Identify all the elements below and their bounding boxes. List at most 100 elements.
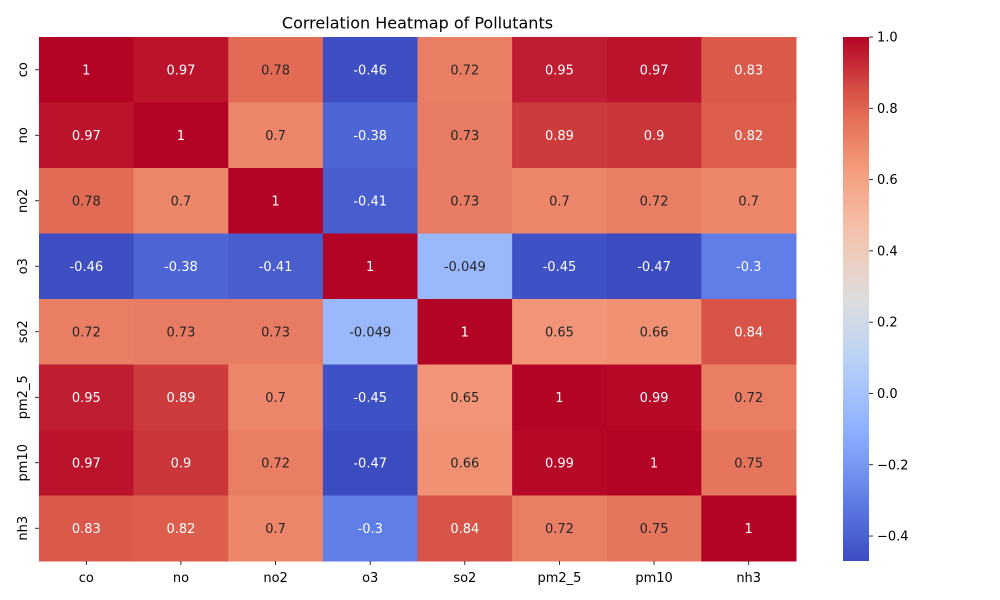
heatmap-cell-no-o3 [322,102,418,169]
heatmap-cell-so2-pm10 [606,299,702,365]
heatmap-cell-so2-co [39,299,135,365]
cell-value-label: 0.65 [450,391,479,406]
heatmap-cell-pm2_5-nh3 [701,364,797,431]
cell-value-label: -0.46 [69,260,103,275]
cell-value-label: 0.78 [261,63,290,78]
cell-value-label: 0.72 [450,63,479,78]
colorbar-tick-label: 1.0 [877,31,898,46]
cell-value-label: 0.84 [450,522,479,537]
y-tick-label: no [16,127,31,143]
cell-value-label: 1 [177,129,185,144]
heatmap-cell-pm2_5-o3 [322,364,418,431]
heatmap-cell-so2-o3 [322,299,418,365]
cell-value-label: -0.049 [349,325,391,340]
cell-value-label: 0.89 [545,129,574,144]
colorbar-tick-label: 0.6 [877,173,898,188]
cell-value-label: 0.82 [166,522,195,537]
cell-value-label: -0.45 [543,260,577,275]
heatmap-cell-so2-no2 [228,299,324,365]
heatmap-cell-no2-o3 [322,168,418,234]
x-tick-label: no2 [263,571,287,586]
cell-value-label: 0.84 [734,325,763,340]
cell-value-label: 0.82 [734,129,763,144]
cell-value-label: -0.049 [444,260,486,275]
y-tick-label: pm10 [16,444,31,481]
cell-value-label: 0.7 [738,194,759,209]
heatmap-cell-no-no [133,102,229,169]
x-tick-label: pm10 [635,571,672,586]
heatmap-cell-so2-nh3 [701,299,797,365]
heatmap-cell-o3-so2 [417,233,513,300]
cell-value-label: 0.7 [265,522,286,537]
y-tick-label: no2 [16,189,31,213]
cell-value-label: 0.97 [72,129,101,144]
heatmap-cell-co-o3 [322,37,418,103]
cell-value-label: 1 [82,63,90,78]
heatmap-cell-co-no2 [228,37,324,103]
cell-value-label: 0.95 [72,391,101,406]
cell-value-label: 0.99 [640,391,669,406]
cell-value-label: 0.95 [545,63,574,78]
heatmap-cell-co-co [39,37,135,103]
cell-value-label: -0.47 [353,456,387,471]
heatmap-cell-pm10-so2 [417,430,513,496]
cell-value-label: 0.72 [261,456,290,471]
cell-value-label: 0.72 [640,194,669,209]
heatmap-cell-no2-co [39,168,135,234]
heatmap-cell-pm2_5-no [133,364,229,431]
heatmap-cell-nh3-no2 [228,495,324,562]
heatmap-cell-no2-pm2_5 [512,168,608,234]
cell-value-label: 0.99 [545,456,574,471]
heatmap-cell-no2-so2 [417,168,513,234]
heatmap-cell-co-pm10 [606,37,702,103]
heatmap-cell-no-pm2_5 [512,102,608,169]
heatmap-cell-o3-o3 [322,233,418,300]
heatmap-cell-co-pm2_5 [512,37,608,103]
cell-value-label: -0.41 [259,260,293,275]
cell-value-label: 0.78 [72,194,101,209]
colorbar-tick-label: 0.2 [877,316,898,331]
heatmap-cell-no-no2 [228,102,324,169]
cell-value-label: 0.7 [265,129,286,144]
heatmap-cell-so2-no [133,299,229,365]
cell-value-label: 0.73 [450,194,479,209]
heatmap-cell-pm10-pm10 [606,430,702,496]
heatmap-cell-pm2_5-pm10 [606,364,702,431]
heatmap-cell-no2-no [133,168,229,234]
x-tick-label: nh3 [736,571,761,586]
cell-value-label: 1 [461,325,469,340]
heatmap-cell-no-nh3 [701,102,797,169]
cell-value-label: 1 [745,522,753,537]
heatmap-cell-nh3-so2 [417,495,513,562]
heatmap-cell-no-so2 [417,102,513,169]
heatmap-cell-no2-nh3 [701,168,797,234]
heatmap-cells: 1 0.97 0.78 -0.46 0.72 0.95 0.97 0.83 0.97 1 0.7 -0… [39,37,797,562]
cell-value-label: 0.75 [640,522,669,537]
heatmap-cell-nh3-pm2_5 [512,495,608,562]
heatmap-cell-pm2_5-no2 [228,364,324,431]
x-axis: co no no2 o3 so2 pm2_5 pm10 nh3 [79,561,761,586]
cell-value-label: 0.72 [734,391,763,406]
y-tick-label: co [16,62,31,77]
cell-value-label: 0.73 [166,325,195,340]
cell-value-label: 0.83 [72,522,101,537]
heatmap-cell-pm10-o3 [322,430,418,496]
heatmap-cell-nh3-co [39,495,135,562]
cell-value-label: 0.89 [166,391,195,406]
cell-value-label: 0.7 [549,194,570,209]
cell-value-label: -0.38 [164,260,198,275]
cell-value-label: 0.66 [450,456,479,471]
cell-value-label: 0.73 [450,129,479,144]
cell-value-label: 0.65 [545,325,574,340]
cell-value-label: 0.7 [171,194,192,209]
heatmap-cell-pm10-pm2_5 [512,430,608,496]
x-tick-label: pm2_5 [537,571,581,586]
colorbar-tick-label: 0.8 [877,102,898,117]
cell-value-label: 0.9 [171,456,192,471]
cell-value-label: 1 [650,456,658,471]
y-tick-label: so2 [16,320,31,343]
cell-value-label: 0.75 [734,456,763,471]
cell-value-label: 0.72 [545,522,574,537]
y-tick-label: o3 [16,258,31,274]
colorbar-tick-label: −0.2 [877,458,909,473]
